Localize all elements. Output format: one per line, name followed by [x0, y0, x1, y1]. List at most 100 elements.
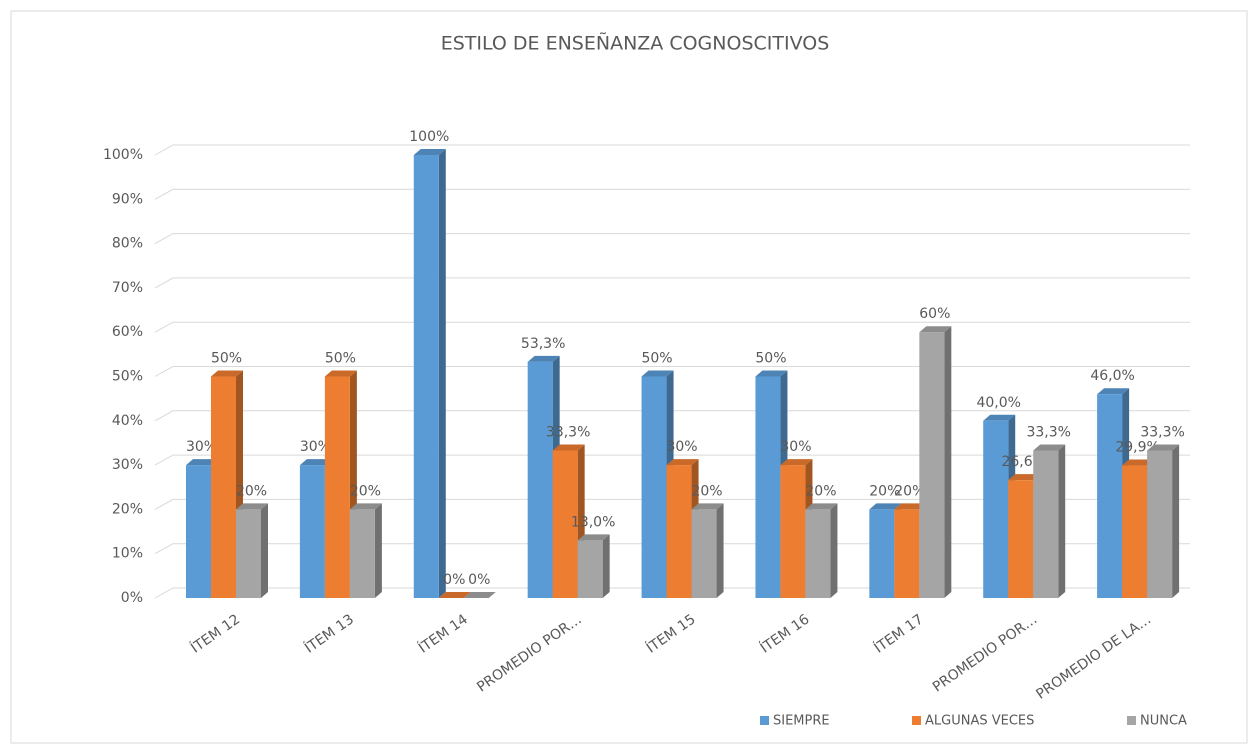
grid-line — [154, 410, 1190, 422]
data-label: 30% — [186, 439, 217, 455]
y-tick-label: 60% — [112, 324, 143, 340]
bar-front — [1008, 480, 1034, 598]
y-tick-label: 0% — [121, 590, 143, 606]
bar-top — [299, 459, 332, 466]
bar-side — [716, 503, 724, 598]
bar — [1033, 444, 1066, 598]
bar-front — [919, 332, 945, 598]
bar-top — [805, 503, 838, 510]
bar — [1147, 444, 1180, 598]
bar-top — [755, 370, 788, 377]
bar-front — [691, 509, 717, 598]
bar-top — [186, 459, 218, 466]
data-label: 13,0% — [571, 514, 615, 530]
bar — [577, 534, 610, 598]
bar-top — [666, 459, 699, 466]
data-label: 20% — [691, 483, 722, 499]
data-label: 20% — [869, 483, 900, 499]
data-label: 50% — [211, 351, 242, 367]
bar-top — [413, 149, 446, 155]
grid-line — [154, 587, 1190, 599]
bar-front — [324, 376, 350, 598]
data-label: 20% — [805, 483, 836, 499]
bar-top — [236, 503, 268, 510]
grid-line — [154, 321, 1190, 333]
data-label: 53,3% — [521, 336, 565, 352]
y-tick-label: 90% — [112, 191, 143, 207]
bar — [324, 370, 357, 598]
bar-top — [324, 370, 357, 377]
legend-label: NUNCA — [1140, 714, 1187, 729]
bar-front — [894, 509, 920, 598]
legend-swatch — [912, 716, 921, 725]
bar-side — [830, 503, 838, 598]
data-label: 100% — [409, 129, 449, 145]
bar-front — [641, 376, 667, 598]
bar-front — [186, 465, 211, 598]
bar — [438, 592, 471, 598]
bar-front — [805, 509, 831, 598]
data-label: 0% — [443, 572, 465, 588]
bar-top — [552, 444, 585, 451]
bar — [641, 370, 674, 598]
bar-front — [299, 465, 325, 598]
bar-top — [919, 326, 952, 333]
data-label: 33,3% — [546, 424, 590, 440]
bar-side — [261, 503, 268, 598]
bar-side — [1172, 444, 1180, 598]
data-label: 30% — [300, 439, 331, 455]
bar — [236, 503, 268, 598]
bar-side — [602, 534, 610, 598]
y-tick-label: 30% — [112, 457, 143, 473]
bar-top — [780, 459, 813, 466]
bar-front — [869, 509, 895, 598]
data-label: 46,0% — [1090, 368, 1134, 384]
bar-side — [1058, 444, 1066, 598]
bar-top — [691, 503, 724, 510]
bar-front — [1033, 450, 1059, 598]
legend-label: SIEMPRE — [773, 714, 830, 729]
bar-side — [944, 326, 952, 598]
bar-top — [1122, 459, 1155, 466]
data-label: 33,3% — [1026, 424, 1070, 440]
bar-top — [894, 503, 927, 510]
bar — [919, 326, 952, 598]
y-tick-label: 100% — [103, 147, 143, 163]
bar-front — [1097, 394, 1123, 598]
bar-top — [1097, 388, 1130, 395]
bar — [691, 503, 724, 598]
chart-border — [10, 10, 1248, 744]
bar-top — [211, 370, 243, 377]
data-label: 50% — [641, 351, 672, 367]
legend-label: ALGUNAS VECES — [925, 714, 1034, 729]
grid-line — [154, 233, 1190, 245]
bar — [349, 503, 382, 598]
data-label: 50% — [325, 351, 356, 367]
bar-front — [527, 361, 553, 598]
data-label: 20% — [350, 483, 381, 499]
y-tick-label: 50% — [112, 369, 143, 385]
bar-top — [463, 592, 496, 598]
bar-top — [983, 414, 1016, 421]
bar — [413, 149, 446, 598]
bar-front — [780, 465, 806, 598]
legend-swatch — [1127, 716, 1136, 725]
bar-side — [374, 503, 382, 598]
grid-line — [154, 144, 1190, 156]
bar-top — [1147, 444, 1180, 451]
data-label: 60% — [919, 306, 950, 322]
bar-side — [438, 149, 446, 598]
chart-title: ESTILO DE ENSEÑANZA COGNOSCITIVOS — [441, 32, 830, 55]
bar-top — [869, 503, 902, 510]
data-label: 50% — [755, 351, 786, 367]
bar-top — [1033, 444, 1066, 451]
bar-front — [349, 509, 375, 598]
bar-top — [577, 534, 610, 541]
data-label: 40,0% — [976, 395, 1020, 411]
bar-front — [1147, 450, 1173, 598]
y-tick-label: 80% — [112, 236, 143, 252]
bar-front — [577, 540, 603, 598]
grid-line — [154, 454, 1190, 466]
data-label: 0% — [468, 572, 490, 588]
